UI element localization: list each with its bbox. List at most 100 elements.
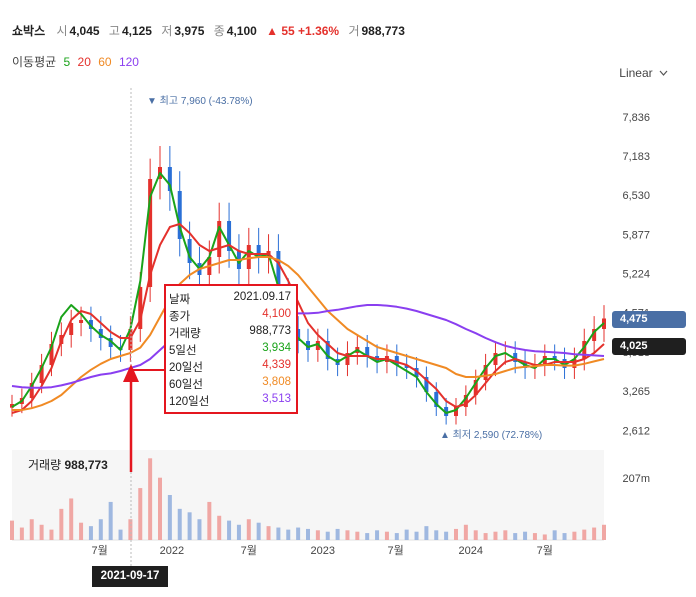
- scale-label: Linear: [619, 66, 653, 80]
- close-value: 4,100: [226, 24, 257, 38]
- volume-bar: [69, 498, 74, 540]
- ma-120-line: [11, 304, 605, 389]
- volume-bar: [19, 527, 24, 540]
- ma-60-legend[interactable]: 60: [98, 55, 112, 69]
- tooltip-volume-label: 거래량: [169, 328, 201, 340]
- x-tick-label: 7월: [387, 544, 403, 557]
- tooltip-date-value: 2021.09.17: [233, 291, 291, 303]
- tooltip-ma20-label: 20일선: [169, 362, 203, 374]
- volume-bar: [88, 526, 93, 540]
- scale-dropdown[interactable]: Linear: [619, 66, 668, 80]
- volume-bar: [167, 495, 172, 540]
- volume-label: 거: [348, 24, 360, 38]
- volume-panel-label-text: 거래량: [28, 458, 62, 472]
- volume-bar: [552, 530, 557, 540]
- volume-bar: [365, 533, 370, 540]
- candle-body: [148, 179, 153, 287]
- y-tick-label: 6,530: [622, 190, 650, 202]
- candle-body: [562, 359, 567, 368]
- volume-bar: [444, 531, 449, 540]
- candle-body: [434, 392, 439, 407]
- candle-body: [473, 380, 478, 395]
- volume-bar: [197, 519, 202, 540]
- volume-bar: [256, 522, 261, 540]
- low-annotation: ▲ 최저 2,590 (72.78%): [440, 429, 542, 441]
- tooltip-row-volume: 거래량 988,773: [169, 325, 291, 340]
- volume-bar: [39, 524, 44, 540]
- tooltip-row-ma20: 20일선 4,339: [169, 359, 291, 374]
- x-tick-label: 2023: [311, 545, 335, 557]
- candle-body: [513, 353, 518, 362]
- candle-body: [167, 167, 172, 191]
- volume-bar: [582, 529, 587, 540]
- tooltip-ma5-label: 5일선: [169, 345, 197, 357]
- stock-name: 쇼박스: [12, 24, 46, 38]
- stock-summary: 쇼박스 시 4,045 고 4,125 저 3,975 종 4,100 ▲ 55 +1.…: [12, 22, 411, 39]
- volume-bar: [227, 520, 232, 540]
- y-tick-label: 5,224: [622, 269, 650, 281]
- candle-body: [454, 407, 458, 416]
- volume-bar: [286, 529, 291, 540]
- volume-bar: [335, 528, 340, 540]
- change-value: ▲ 55 +1.36%: [266, 24, 340, 38]
- tooltip-date-label: 날짜: [169, 294, 191, 306]
- candle-body: [325, 341, 330, 359]
- red-arrow-head: [123, 364, 139, 382]
- tooltip-row-ma60: 60일선 3,808: [169, 376, 291, 391]
- ma-120-legend[interactable]: 120: [118, 55, 139, 69]
- tooltip-volume-value: 988,773: [249, 325, 291, 337]
- volume-bar: [503, 530, 508, 540]
- volume-bar: [236, 524, 241, 540]
- candle-body: [592, 329, 597, 341]
- y-tick-label: 7,183: [622, 151, 650, 163]
- volume-bar: [345, 530, 350, 540]
- candle-body: [217, 221, 222, 257]
- volume-bar: [79, 522, 84, 540]
- candle-body: [463, 395, 468, 407]
- ma-5-line: [11, 172, 605, 414]
- x-tick-label: 2022: [160, 545, 184, 557]
- crosshair-tooltip: 날짜 2021.09.17 종가 4,100 거래량 988,773 5일선 3,934…: [164, 284, 298, 414]
- candle-body: [29, 383, 34, 398]
- candle-body: [128, 329, 133, 350]
- tooltip-ma60-label: 60일선: [169, 379, 203, 391]
- volume-bar: [138, 488, 143, 540]
- candle-body: [394, 356, 399, 365]
- tooltip-ma120-value: 3,513: [262, 393, 291, 405]
- x-tick-label: 7월: [241, 544, 257, 557]
- volume-bar: [513, 533, 518, 540]
- candle-body: [246, 245, 251, 269]
- volume-bar: [355, 531, 360, 540]
- tooltip-row-ma5: 5일선 3,934: [169, 342, 291, 357]
- volume-bar: [532, 533, 537, 540]
- candle-body: [345, 353, 350, 365]
- x-tick-label: 7월: [91, 544, 107, 557]
- candle-body: [493, 353, 498, 365]
- tooltip-ma20-value: 4,339: [262, 359, 291, 371]
- candle-body: [306, 341, 310, 350]
- candle-body: [296, 329, 301, 341]
- ma-20-legend[interactable]: 20: [77, 55, 91, 69]
- volume-bar: [493, 531, 498, 540]
- candle-body: [414, 368, 419, 377]
- volume-bar: [404, 529, 409, 540]
- price-tag-crosshair: 4,025: [612, 337, 686, 355]
- volume-bar: [424, 526, 429, 540]
- candle-body: [572, 359, 577, 368]
- volume-bar: [454, 528, 458, 540]
- ma-60-line: [12, 256, 605, 411]
- tooltip-ma120-label: 120일선: [169, 396, 210, 408]
- tooltip-ma5-value: 3,934: [262, 342, 291, 354]
- y-tick-label: 2,612: [622, 425, 650, 437]
- ma-5-legend[interactable]: 5: [63, 55, 71, 69]
- candle-body: [39, 365, 44, 383]
- volume-bar: [158, 477, 162, 540]
- candle-body: [582, 341, 587, 359]
- y-tick-label: 5,877: [622, 229, 650, 241]
- volume-bar: [108, 501, 113, 540]
- price-tag-crosshair-value: 4,025: [620, 339, 648, 352]
- volume-bar: [375, 530, 380, 540]
- price-tag-current-value: 4,475: [620, 312, 648, 325]
- candle-body: [98, 329, 103, 338]
